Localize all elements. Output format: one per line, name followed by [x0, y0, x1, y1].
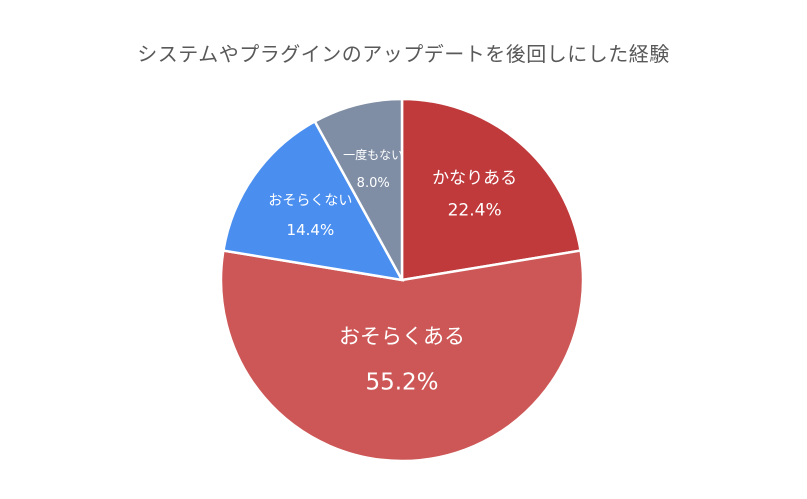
slice-category-label: かなりある: [432, 168, 517, 188]
pie-slices: [219, 97, 585, 463]
pie-slice: [219, 249, 585, 463]
slice-value-label: 8.0%: [357, 176, 390, 191]
pie-slice: [400, 97, 583, 282]
slice-category-label: 一度もない: [343, 147, 403, 162]
pie-slice: [313, 97, 404, 281]
pie-labels: かなりある 22.4% おそらくある 55.2% おそらくない 14.4% 一度もない 8.0…: [268, 147, 517, 396]
chart-title: システムやプラグインのアップデートを後回しにした経験: [137, 42, 670, 66]
slice-value-label: 14.4%: [287, 221, 335, 239]
slice-value-label: 22.4%: [448, 200, 502, 220]
slice-category-label: おそらくない: [268, 193, 352, 209]
pie-slice: [221, 119, 405, 282]
slice-value-label: 55.2%: [365, 369, 438, 395]
slice-category-label: おそらくある: [339, 324, 465, 348]
